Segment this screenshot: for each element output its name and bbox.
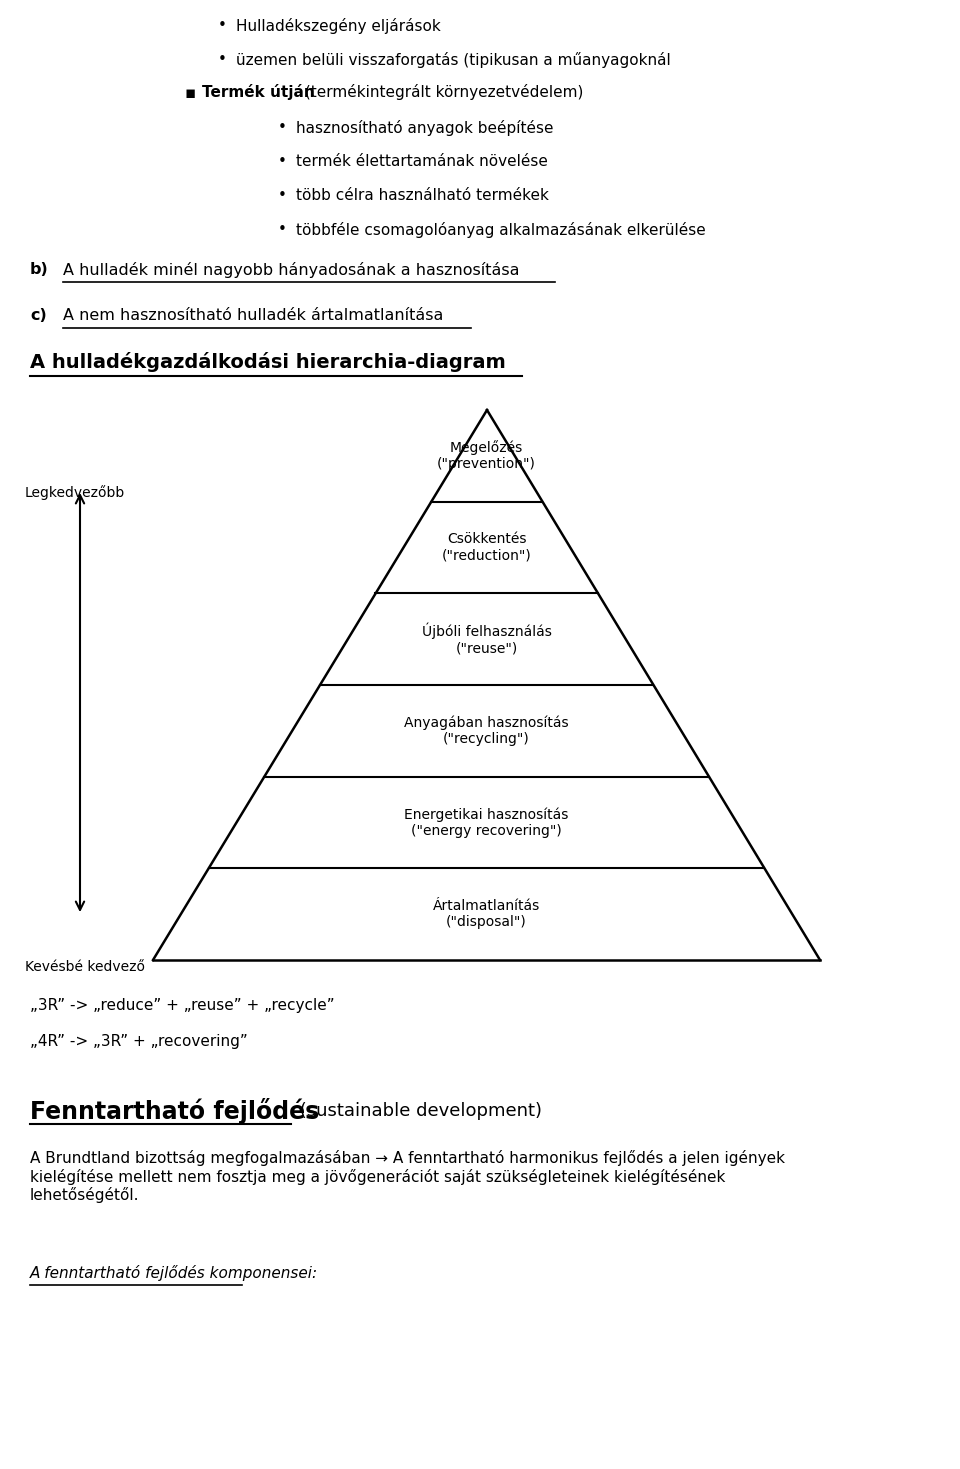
Text: üzemen belüli visszaforgatás (tipikusan a műanyagoknál: üzemen belüli visszaforgatás (tipikusan … (236, 51, 671, 68)
Text: Újbóli felhasználás
("reuse"): Újbóli felhasználás ("reuse") (421, 623, 551, 655)
Text: többféle csomagolóanyag alkalmazásának elkerülése: többféle csomagolóanyag alkalmazásának e… (296, 222, 706, 238)
Text: A fenntartható fejlődés komponensei:: A fenntartható fejlődés komponensei: (30, 1265, 318, 1281)
Text: •: • (277, 154, 286, 169)
Text: A Brundtland bizottság megfogalmazásában → A fenntartható harmonikus fejlődés a : A Brundtland bizottság megfogalmazásában… (30, 1150, 785, 1203)
Text: A hulladékgazdálkodási hierarchia-diagram: A hulladékgazdálkodási hierarchia-diagra… (30, 353, 506, 372)
Text: Termék útján: Termék útján (202, 84, 315, 100)
Text: •: • (277, 120, 286, 135)
Text: c): c) (30, 308, 47, 323)
Text: Megelőzés
("prevention"): Megelőzés ("prevention") (437, 441, 536, 472)
Text: A nem hasznosítható hulladék ártalmatlanítása: A nem hasznosítható hulladék ártalmatlan… (63, 308, 444, 323)
Text: Legkedvezőbb: Legkedvezőbb (25, 485, 125, 499)
Text: •: • (218, 18, 227, 32)
Text: A hulladék minél nagyobb hányadosának a hasznosítása: A hulladék minél nagyobb hányadosának a … (63, 261, 519, 278)
Text: több célra használható termékek: több célra használható termékek (296, 188, 549, 203)
Text: Csökkentés
("reduction"): Csökkentés ("reduction") (442, 532, 532, 563)
Text: „4R” -> „3R” + „recovering”: „4R” -> „3R” + „recovering” (30, 1034, 248, 1049)
Text: Ártalmatlanítás
("disposal"): Ártalmatlanítás ("disposal") (433, 899, 540, 930)
Text: (termékintegrált környezetvédelem): (termékintegrált környezetvédelem) (300, 84, 584, 100)
Text: (sustainable development): (sustainable development) (294, 1102, 542, 1119)
Text: Hulladékszegény eljárások: Hulladékszegény eljárások (236, 18, 441, 34)
Text: Anyagában hasznosítás
("recycling"): Anyagában hasznosítás ("recycling") (404, 715, 569, 746)
Text: Fenntartható fejlődés: Fenntartható fejlődés (30, 1097, 320, 1124)
Text: „3R” -> „reduce” + „reuse” + „recycle”: „3R” -> „reduce” + „reuse” + „recycle” (30, 997, 335, 1014)
Text: termék élettartamának növelése: termék élettartamának növelése (296, 154, 548, 169)
Text: •: • (277, 222, 286, 237)
Text: •: • (218, 51, 227, 68)
Text: hasznosítható anyagok beépítése: hasznosítható anyagok beépítése (296, 120, 554, 137)
Text: ▪: ▪ (184, 84, 196, 101)
Text: •: • (277, 188, 286, 203)
Text: Kevésbé kedvező: Kevésbé kedvező (25, 961, 145, 974)
Text: b): b) (30, 261, 49, 278)
Text: Energetikai hasznosítás
("energy recovering"): Energetikai hasznosítás ("energy recover… (404, 806, 568, 837)
